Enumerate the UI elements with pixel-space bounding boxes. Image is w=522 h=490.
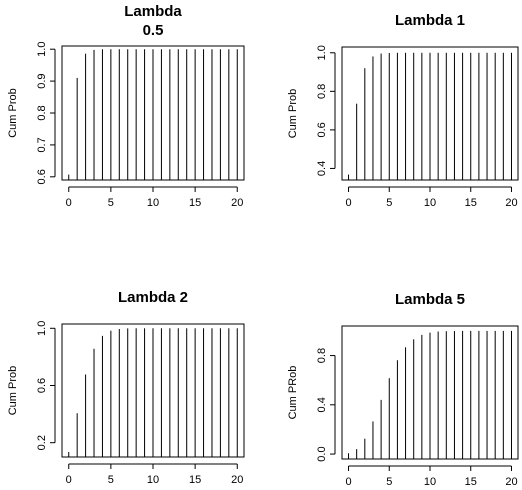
x-tick-label: 15 <box>189 197 201 209</box>
y-tick-label: 0.4 <box>316 161 328 176</box>
chart-title: 0.5 <box>143 22 164 39</box>
y-tick-label: 0.6 <box>36 169 48 184</box>
chart-title: Lambda 1 <box>395 12 465 29</box>
x-tick-label: 5 <box>108 197 114 209</box>
y-axis-label: Cum Prob <box>7 366 19 416</box>
y-tick-label: 0.8 <box>36 105 48 120</box>
chart-panel-2: Lambda 1 0 5 10 15 20 0.4 0.6 0.8 1.0 Cum Prob <box>287 12 519 209</box>
x-tick-label: 20 <box>505 197 517 209</box>
x-tick-label: 15 <box>465 476 477 488</box>
x-tick-label: 0 <box>345 476 351 488</box>
x-tick-label: 20 <box>231 197 243 209</box>
y-tick-label: 0.7 <box>36 137 48 152</box>
x-tick-label: 10 <box>147 474 159 486</box>
chart-panel-1: Lambda 0.5 0 5 10 15 20 0.6 0.7 0.8 0.9 1.0 Cum Prob <box>7 3 245 209</box>
x-tick-label: 5 <box>386 476 392 488</box>
x-tick-label: 15 <box>465 197 477 209</box>
y-axis-label: Cum PRob <box>287 366 299 420</box>
y-tick-label: 0.0 <box>316 446 328 461</box>
x-tick-label: 10 <box>424 476 436 488</box>
x-tick-label: 20 <box>505 476 517 488</box>
chart-panel-3: Lambda 2 0 5 10 15 20 0.2 0.6 1.0 Cum Prob <box>7 289 245 486</box>
chart-panel-4: Lambda 5 0 5 10 15 20 0.0 0.4 0.8 Cum PRob <box>287 291 519 488</box>
y-axis-label: Cum Prob <box>7 88 19 138</box>
chart-title: Lambda 5 <box>395 291 465 308</box>
y-tick-label: 0.8 <box>316 84 328 99</box>
x-tick-label: 0 <box>66 197 72 209</box>
x-tick-label: 10 <box>147 197 159 209</box>
x-tick-label: 5 <box>386 197 392 209</box>
y-tick-label: 0.8 <box>316 348 328 363</box>
x-tick-label: 0 <box>66 474 72 486</box>
x-tick-label: 20 <box>231 474 243 486</box>
y-tick-label: 0.6 <box>36 378 48 393</box>
x-tick-label: 0 <box>345 197 351 209</box>
y-tick-label: 0.4 <box>316 397 328 412</box>
x-tick-label: 10 <box>424 197 436 209</box>
chart-title: Lambda <box>124 3 182 20</box>
y-tick-label: 0.9 <box>36 73 48 88</box>
y-tick-label: 0.2 <box>36 435 48 450</box>
x-tick-label: 5 <box>108 474 114 486</box>
y-tick-label: 1.0 <box>316 45 328 60</box>
y-tick-label: 1.0 <box>36 321 48 336</box>
chart-title: Lambda 2 <box>118 289 188 306</box>
y-axis-label: Cum Prob <box>287 89 299 139</box>
y-tick-label: 1.0 <box>36 42 48 57</box>
x-tick-label: 15 <box>189 474 201 486</box>
y-tick-label: 0.6 <box>316 122 328 137</box>
